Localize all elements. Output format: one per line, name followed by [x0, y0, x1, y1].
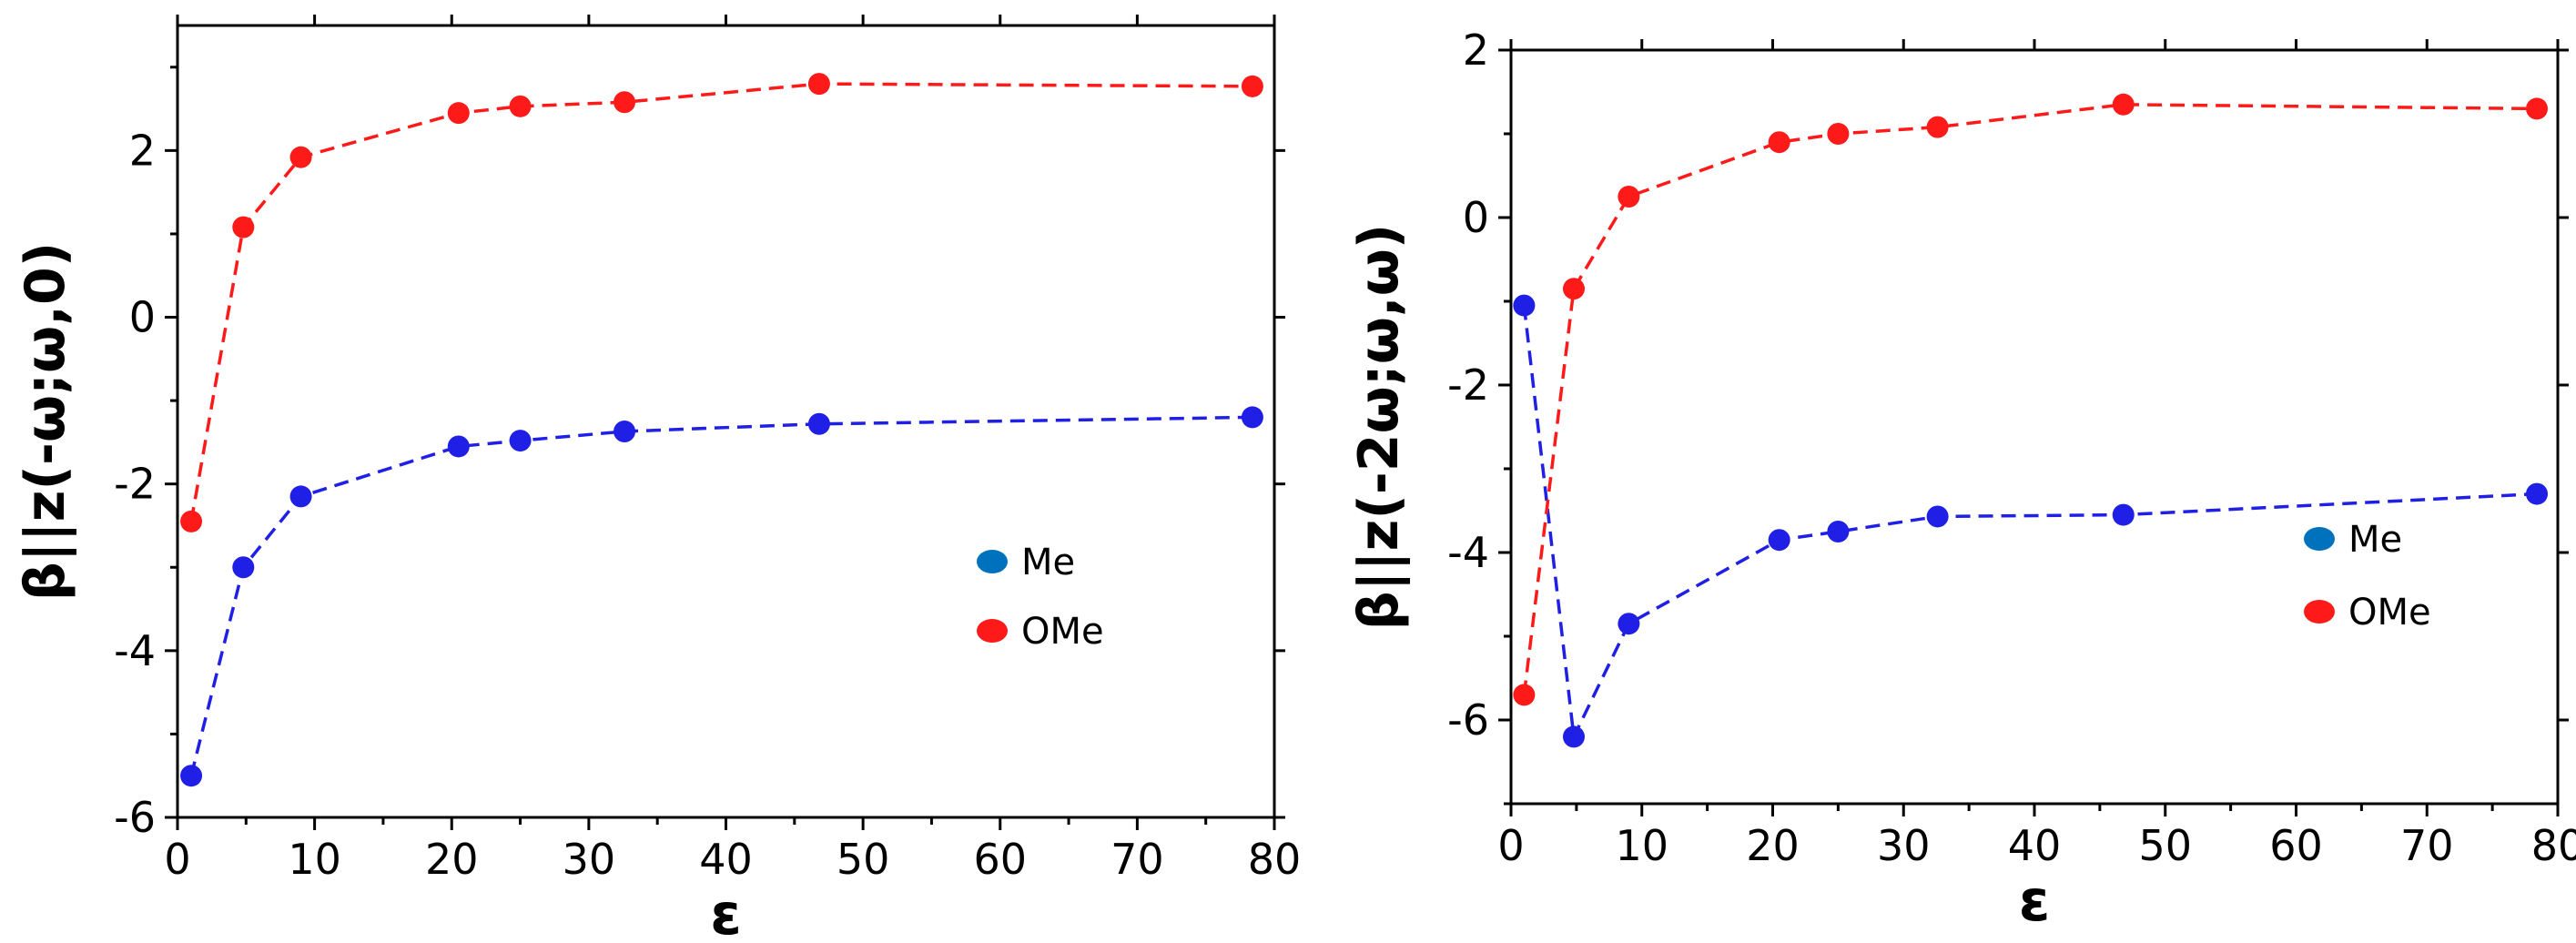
data-point-ome: [2526, 97, 2548, 120]
x-tick-label: 70: [1111, 835, 1164, 884]
series-line-me: [1522, 305, 2538, 743]
data-point-me: [1241, 406, 1263, 429]
data-point-me: [614, 420, 636, 442]
legend-marker-me: [977, 550, 1008, 573]
y-axis-label: β||z(-ω;ω,0): [14, 242, 77, 601]
data-point-ome: [1768, 131, 1790, 154]
data-point-ome: [2112, 93, 2135, 116]
data-point-me: [1618, 613, 1640, 635]
data-point-me: [1563, 725, 1585, 748]
series-line-ome: [189, 82, 1253, 522]
x-tick-label: 30: [1877, 821, 1931, 870]
chart-panel-1: 0 10 20 30 40 50 60 70 80 -6 -4 -2 0 2 ε β||z(-ω;ω,0) Me…: [14, 15, 1301, 943]
data-point-ome: [1926, 116, 1949, 138]
legend-marker-ome: [2304, 600, 2335, 624]
x-tick-label: 80: [2531, 821, 2576, 870]
data-point-me: [1768, 529, 1790, 552]
data-point-ome: [807, 73, 830, 96]
data-point-me: [2112, 503, 2135, 526]
x-tick-label: 10: [1615, 821, 1668, 870]
data-point-me: [180, 765, 203, 787]
data-point-ome: [1827, 123, 1850, 145]
series-line-ome: [1522, 103, 2538, 695]
x-tick-label: 70: [2400, 821, 2454, 870]
x-tick-label: 40: [2008, 821, 2062, 870]
x-tick-label: 20: [1746, 821, 1800, 870]
data-point-me: [509, 430, 532, 452]
data-point-me: [1926, 505, 1949, 528]
y-tick-label: 2: [1463, 25, 1489, 75]
y-tick-label: -2: [114, 460, 156, 509]
data-point-ome: [289, 146, 312, 168]
x-tick-label: 60: [973, 835, 1027, 884]
data-point-ome: [1563, 278, 1585, 300]
data-point-me: [447, 435, 470, 458]
data-point-me: [1513, 294, 1536, 317]
y-tick-label: 2: [129, 126, 156, 175]
data-point-me: [2526, 482, 2548, 505]
x-tick-label: 60: [2269, 821, 2323, 870]
data-point-me: [289, 485, 312, 508]
x-tick-label: 0: [1497, 821, 1524, 870]
data-point-ome: [1513, 684, 1536, 706]
data-point-ome: [1618, 186, 1640, 208]
x-axis-label: ε: [2019, 867, 2051, 934]
x-tick-label: 50: [837, 835, 890, 884]
legend-label-me: Me: [1021, 542, 1075, 583]
data-point-ome: [447, 102, 470, 125]
x-tick-label: 80: [1248, 835, 1302, 884]
y-axis-label: β||z(-2ω;ω,ω): [1347, 224, 1411, 630]
y-tick-label: 0: [1463, 193, 1489, 242]
data-point-ome: [509, 95, 532, 117]
data-point-me: [1827, 521, 1850, 542]
x-axis-label: ε: [710, 881, 742, 943]
data-point-ome: [614, 91, 636, 114]
legend-marker-me: [2304, 527, 2335, 551]
x-tick-label: 30: [563, 835, 616, 884]
x-tick-label: 40: [699, 835, 753, 884]
x-tick-label: 10: [288, 835, 341, 884]
y-tick-label: -6: [114, 793, 156, 842]
data-point-ome: [1241, 75, 1263, 97]
y-tick-label: 0: [129, 293, 156, 342]
y-tick-label: -6: [1447, 695, 1489, 745]
data-point-ome: [232, 216, 255, 238]
legend-label-ome: OMe: [1021, 611, 1104, 653]
y-tick-label: -2: [1447, 360, 1489, 410]
y-tick-label: -4: [114, 626, 156, 675]
legend-marker-ome: [977, 619, 1008, 643]
legend: Me OMe: [977, 542, 1104, 653]
chart-panel-2: 0 10 20 30 40 50 60 70 80 -6 -4 -2 0 2 ε β||z(-2ω;ω,ω) M…: [1347, 25, 2576, 934]
legend-label-me: Me: [2348, 519, 2402, 561]
legend-label-ome: OMe: [2348, 592, 2431, 634]
x-tick-label: 50: [2138, 821, 2192, 870]
legend: Me OMe: [2304, 519, 2431, 634]
data-point-me: [807, 412, 830, 435]
y-tick-label: -4: [1447, 528, 1489, 577]
data-point-me: [232, 556, 255, 579]
plot-frame: [1509, 48, 2560, 806]
data-point-ome: [180, 510, 203, 532]
x-tick-label: 20: [425, 835, 479, 884]
series-line-me: [189, 415, 1253, 776]
x-tick-label: 0: [164, 835, 190, 884]
